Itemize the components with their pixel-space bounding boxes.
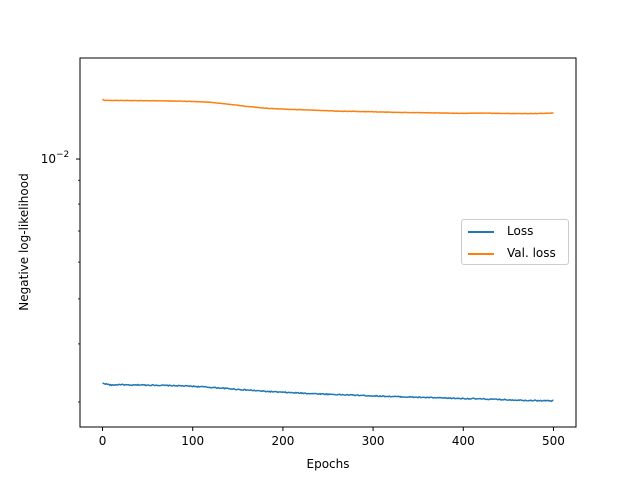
x-tick-label: 500 [542,434,565,448]
axes [79,57,577,428]
plot-frame [79,57,577,428]
x-tick-label: 400 [452,434,475,448]
legend-swatch-loss [468,231,494,233]
x-axis-label: Epochs [307,457,350,471]
legend-label-val-loss: Val. loss [507,246,556,260]
x-tick-label: 0 [99,434,107,448]
axis-labels-group: Epochs Negative log-likelihood [17,173,350,471]
y-tick-label: 10−2 [41,150,70,166]
series-group [102,98,554,402]
series-line-val-loss [102,98,554,115]
series-line-loss [102,382,554,402]
legend-swatch-val-loss [468,253,494,255]
legend: Loss Val. loss [461,219,569,265]
x-tick-label: 300 [362,434,385,448]
legend-entry-loss: Loss [462,223,568,241]
legend-entry-val-loss: Val. loss [462,245,568,263]
ticks-group: 0 100 200 300 400 500 10−2 [41,150,565,448]
x-tick-label: 100 [181,434,204,448]
legend-label-loss: Loss [507,224,534,238]
y-axis-label: Negative log-likelihood [17,173,31,310]
x-tick-label: 200 [271,434,294,448]
